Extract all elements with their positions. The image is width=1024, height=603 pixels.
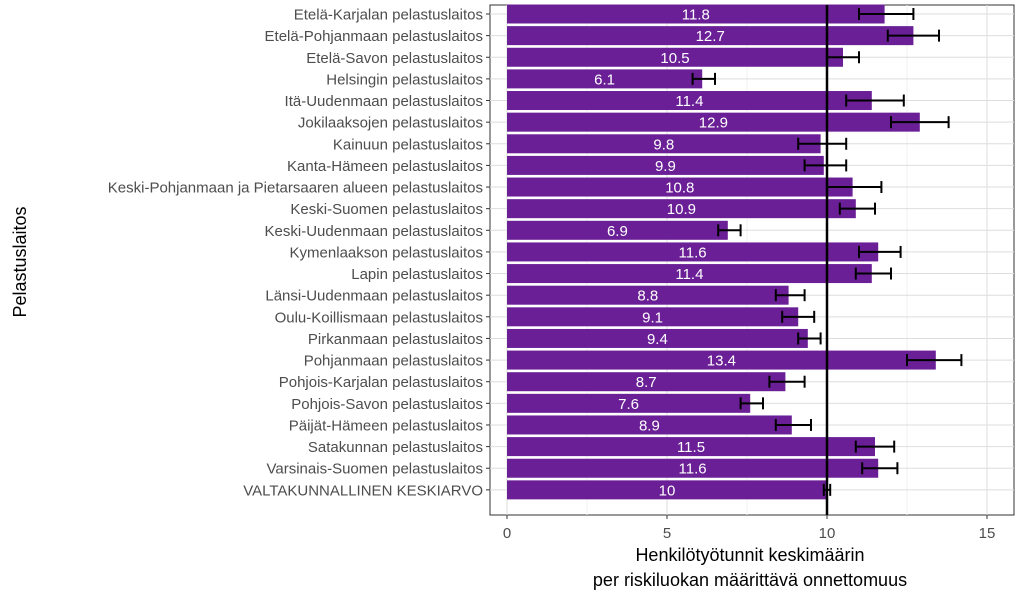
x-tick-label: 10 (819, 525, 836, 542)
bar-value-label: 9.9 (655, 158, 676, 175)
category-label: Helsingin pelastuslaitos (326, 71, 483, 88)
bar-value-label: 11.4 (675, 93, 703, 110)
bar-value-label: 8.9 (639, 417, 660, 434)
bar-value-label: 8.8 (637, 288, 658, 305)
bar (507, 242, 879, 262)
bar-value-label: 9.8 (653, 136, 674, 153)
category-label: Kainuun pelastuslaitos (333, 136, 483, 153)
category-label: Keski-Uudenmaan pelastuslaitos (265, 223, 483, 240)
x-tick-label: 0 (503, 525, 511, 542)
category-label: Päijät-Hämeen pelastuslaitos (289, 417, 483, 434)
category-label: Etelä-Karjalan pelastuslaitos (294, 7, 483, 24)
bar-value-label: 7.6 (618, 396, 639, 413)
bar (507, 47, 843, 67)
bar (507, 26, 914, 46)
bar-value-label: 9.4 (647, 331, 668, 348)
bar (507, 134, 821, 154)
bar (507, 393, 751, 413)
category-label: Pirkanmaan pelastuslaitos (308, 331, 483, 348)
category-label: Itä-Uudenmaan pelastuslaitos (285, 93, 483, 110)
bar (507, 177, 853, 197)
bar-value-label: 11.4 (675, 266, 703, 283)
bar (507, 155, 824, 175)
bar (507, 91, 872, 111)
x-axis-title-line2: per riskiluokan määrittävä onnettomuus (593, 570, 907, 590)
bar-value-label: 12.7 (696, 28, 725, 45)
x-axis-title: Henkilötyötunnit keskimäärin (635, 545, 864, 565)
bar (507, 112, 920, 132)
bar (507, 69, 703, 89)
bar (507, 220, 728, 240)
bar-value-label: 12.9 (699, 115, 728, 132)
bar-labels: 11.8 12.7 10.5 6.1 11.4 12.9 9.8 9.9 10.8 10.9 6.9… (594, 7, 736, 500)
category-label: Satakunnan pelastuslaitos (308, 439, 483, 456)
category-labels: Etelä-Karjalan pelastuslaitos Etelä-Pohja… (108, 7, 490, 499)
category-label: Lapin pelastuslaitos (351, 266, 483, 283)
y-axis-title: Pelastuslaitos (10, 206, 30, 317)
bar-value-label: 11.6 (679, 244, 707, 261)
category-label: Pohjanmaan pelastuslaitos (304, 353, 483, 370)
category-label: Keski-Suomen pelastuslaitos (290, 201, 483, 218)
category-label: Keski-Pohjanmaan ja Pietarsaaren alueen … (108, 180, 483, 197)
error-bars (691, 8, 963, 496)
bar (507, 285, 789, 305)
bar-value-label: 10 (659, 482, 676, 499)
bar (507, 415, 792, 435)
bar-value-label: 9.1 (642, 309, 663, 326)
bar-value-label: 11.5 (677, 439, 705, 456)
bar (507, 480, 827, 500)
bar-value-label: 11.8 (682, 7, 710, 24)
bar (507, 372, 786, 392)
category-label: Kymenlaakson pelastuslaitos (290, 244, 483, 261)
bar (507, 199, 856, 219)
category-label: Pohjois-Savon pelastuslaitos (291, 396, 483, 413)
bar (507, 458, 879, 478)
x-tick-label: 5 (663, 525, 671, 542)
bar-value-label: 6.1 (594, 71, 615, 88)
bar-value-label: 8.7 (636, 374, 657, 391)
category-label: Oulu-Koillismaan pelastuslaitos (275, 309, 483, 326)
category-label: Kanta-Hämeen pelastuslaitos (287, 158, 483, 175)
category-label: Länsi-Uudenmaan pelastuslaitos (265, 288, 483, 305)
bar (507, 437, 875, 457)
bars (507, 4, 936, 500)
bar (507, 264, 872, 284)
bar-value-label: 10.9 (667, 201, 696, 218)
bar-value-label: 10.5 (660, 50, 689, 67)
bar-value-label: 6.9 (607, 223, 628, 240)
category-label: VALTAKUNNALLINEN KESKIARVO (243, 482, 483, 499)
category-label: Etelä-Savon pelastuslaitos (306, 50, 483, 67)
bar (507, 328, 808, 348)
bar (507, 350, 936, 370)
bar-value-label: 11.6 (679, 461, 707, 478)
category-label: Jokilaaksojen pelastuslaitos (298, 115, 483, 132)
bar-value-label: 10.8 (665, 180, 694, 197)
category-label: Varsinais-Suomen pelastuslaitos (267, 461, 484, 478)
x-tick-label: 15 (979, 525, 996, 542)
x-ticks: 0 5 10 15 (503, 515, 996, 542)
category-label: Pohjois-Karjalan pelastuslaitos (279, 374, 483, 391)
bar (507, 307, 799, 327)
bar (507, 4, 885, 24)
category-label: Etelä-Pohjanmaan pelastuslaitos (265, 28, 483, 45)
bar-value-label: 13.4 (707, 353, 736, 370)
